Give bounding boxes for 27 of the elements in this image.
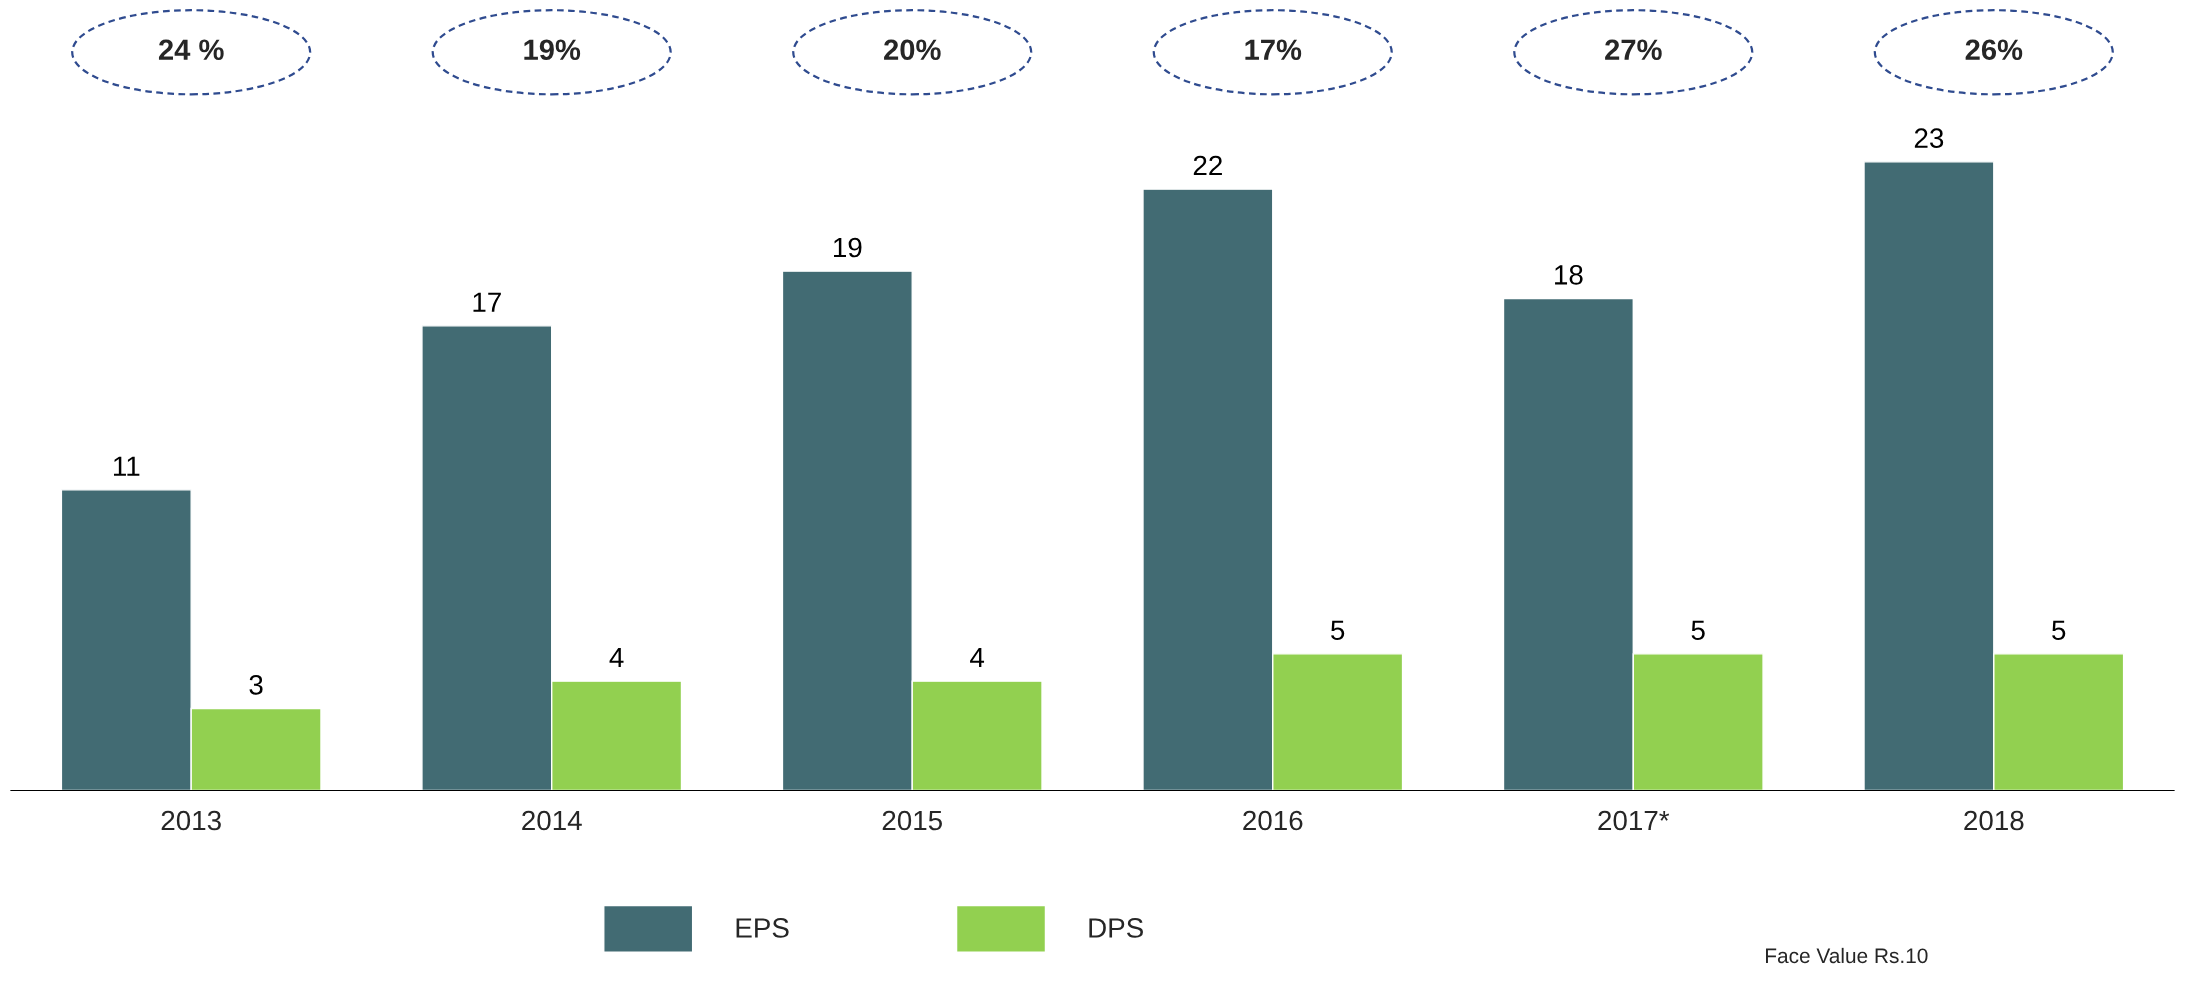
text: Face Value Rs.10	[1766, 947, 1928, 964]
data-label: 5	[2052, 620, 2066, 641]
data-label: 11	[113, 456, 140, 476]
data-label: 17	[473, 292, 501, 312]
data-label: 3	[249, 675, 263, 695]
data-label: 4	[970, 647, 985, 668]
legend-label: DPS	[1089, 918, 1143, 938]
x-tick-label: 2016	[1243, 810, 1303, 831]
text: 24 %	[158, 39, 224, 61]
data-label: 5	[1331, 620, 1345, 641]
data-label: 22	[1193, 155, 1222, 176]
data-label: 4	[609, 647, 624, 668]
x-tick-label: 2017*	[1598, 810, 1670, 831]
data-label: 23	[1914, 128, 1944, 149]
x-tick-label: 2014	[522, 810, 582, 831]
text: 17%	[1245, 39, 1302, 61]
x-tick-label: 2015	[882, 810, 942, 831]
data-label: 5	[1691, 620, 1705, 641]
x-tick-label: 2013	[161, 810, 221, 831]
text: 20%	[884, 39, 941, 61]
x-tick-label: 2018	[1964, 810, 2024, 831]
text: 27%	[1605, 39, 1662, 61]
text: 26%	[1965, 39, 2023, 61]
data-label: 18	[1555, 265, 1583, 285]
legend-label: EPS	[736, 918, 789, 938]
data-label: 19	[834, 237, 862, 258]
text: 19%	[524, 39, 581, 61]
